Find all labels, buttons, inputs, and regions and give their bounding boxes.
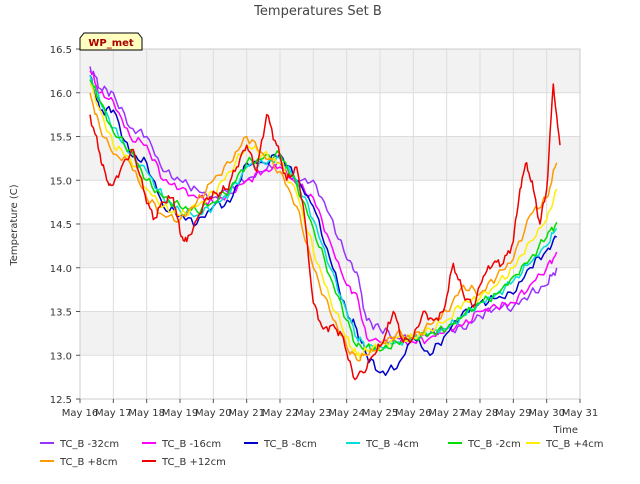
axes: 12.5 13.0 13.5 14.0 14.5 15.0 15.5 16.0 16.5 May … xyxy=(50,45,599,419)
y-tick-label: 13.5 xyxy=(50,308,72,319)
y-tick-label: 14.5 xyxy=(50,220,72,231)
x-tick-label: May 16 xyxy=(62,408,99,419)
legend-label: TC_B -32cm xyxy=(59,439,119,450)
chart-title: Temperatures Set B xyxy=(253,4,382,19)
x-tick-label: May 20 xyxy=(195,408,232,419)
x-tick-label: May 31 xyxy=(562,408,599,419)
legend: TC_B -32cm TC_B -16cm TC_B -8cm TC_B -4cm TC… xyxy=(40,439,604,468)
x-tick-label: May 22 xyxy=(262,408,299,419)
x-tick-label: May 24 xyxy=(328,408,365,419)
annotation-text: WP_met xyxy=(88,38,134,49)
plot-band xyxy=(80,92,580,137)
y-tick-label: 14.0 xyxy=(50,264,72,275)
y-tick-label: 15.5 xyxy=(50,133,72,144)
legend-item: TC_B +12cm xyxy=(142,457,226,468)
legend-item: TC_B -8cm xyxy=(244,439,317,450)
legend-item: TC_B +8cm xyxy=(40,457,118,468)
x-tick-label: May 30 xyxy=(528,408,565,419)
series-line xyxy=(89,83,558,359)
legend-item: TC_B +4cm xyxy=(526,439,604,450)
x-tick-label: May 17 xyxy=(95,408,132,419)
series-lines xyxy=(89,66,561,381)
legend-label: TC_B +8cm xyxy=(59,457,118,468)
x-tick-label: May 26 xyxy=(395,408,432,419)
plot-band xyxy=(80,311,580,356)
y-tick-label: 15.0 xyxy=(50,176,72,187)
x-tick-label: May 18 xyxy=(128,408,165,419)
legend-label: TC_B -2cm xyxy=(467,439,521,450)
series-line xyxy=(89,83,561,381)
legend-label: TC_B -16cm xyxy=(161,439,221,450)
y-tick-label: 12.5 xyxy=(50,395,72,406)
series-line xyxy=(89,70,558,346)
y-tick-label: 16.0 xyxy=(50,89,72,100)
legend-item: TC_B -2cm xyxy=(448,439,521,450)
annotation-box xyxy=(79,32,143,51)
legend-label: TC_B -8cm xyxy=(263,439,317,450)
plot-band xyxy=(80,267,580,312)
plot-band xyxy=(80,136,580,181)
x-tick-label: May 23 xyxy=(295,408,332,419)
x-tick-label: May 19 xyxy=(162,408,199,419)
y-tick-label: 16.5 xyxy=(50,45,72,56)
legend-item: TC_B -16cm xyxy=(142,439,221,450)
x-tick-label: May 29 xyxy=(495,408,532,419)
legend-label: TC_B -4cm xyxy=(365,439,419,450)
series-line xyxy=(89,66,558,342)
y-axis-label: Temperature (C) xyxy=(9,184,20,266)
legend-label: TC_B +12cm xyxy=(161,457,226,468)
x-tick-label: May 25 xyxy=(362,408,399,419)
series-line xyxy=(89,79,558,353)
site-annotation: WP_met xyxy=(79,32,143,51)
legend-item: TC_B -32cm xyxy=(40,439,119,450)
plot-band xyxy=(80,49,580,93)
x-axis-label: Time xyxy=(553,425,578,436)
x-tick-label: May 28 xyxy=(462,408,499,419)
plot-band xyxy=(80,355,580,399)
x-tick-label: May 21 xyxy=(228,408,265,419)
legend-item: TC_B -4cm xyxy=(346,439,419,450)
y-tick-label: 13.0 xyxy=(50,351,72,362)
x-tick-label: May 27 xyxy=(428,408,465,419)
series-line xyxy=(89,92,558,362)
legend-label: TC_B +4cm xyxy=(545,439,604,450)
